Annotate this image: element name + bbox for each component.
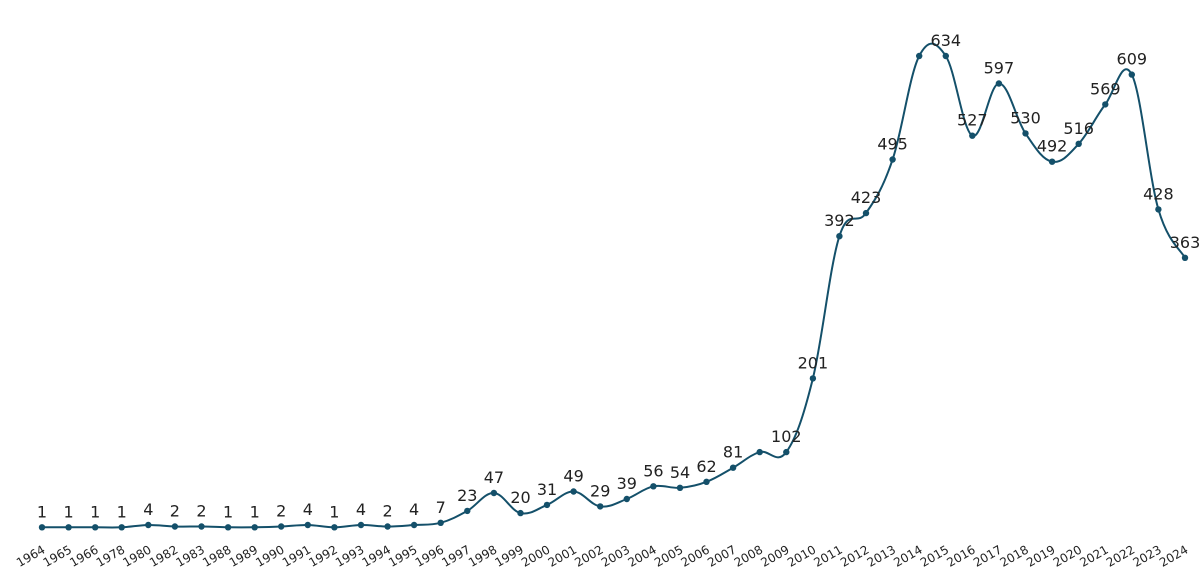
data-label: 2 bbox=[383, 502, 393, 521]
data-label: 201 bbox=[798, 353, 829, 372]
data-point bbox=[1181, 254, 1189, 261]
data-point bbox=[1022, 130, 1029, 137]
data-point bbox=[836, 233, 843, 240]
data-point bbox=[889, 156, 896, 163]
data-label: 392 bbox=[824, 211, 855, 230]
data-point bbox=[384, 523, 391, 530]
data-label: 4 bbox=[356, 500, 366, 519]
data-point bbox=[224, 524, 232, 531]
data-point bbox=[65, 524, 72, 531]
data-point bbox=[916, 52, 923, 60]
data-label: 23 bbox=[457, 486, 477, 505]
data-label: 423 bbox=[851, 188, 882, 207]
data-label: 363 bbox=[1170, 233, 1200, 252]
data-label: 2 bbox=[170, 502, 180, 521]
data-point bbox=[278, 523, 285, 530]
data-label: 428 bbox=[1143, 184, 1174, 203]
data-point bbox=[1075, 140, 1082, 147]
x-axis-tick-labels: 1964196519661978198019821983198819891990… bbox=[14, 542, 1190, 569]
data-point bbox=[1128, 71, 1136, 78]
data-label: 609 bbox=[1117, 50, 1148, 69]
data-point bbox=[570, 488, 577, 495]
data-point bbox=[38, 524, 46, 531]
data-point bbox=[729, 464, 737, 471]
data-point bbox=[464, 507, 471, 515]
data-label: 1 bbox=[37, 502, 47, 521]
data-label: 1 bbox=[329, 502, 339, 521]
data-label: 2 bbox=[276, 502, 286, 521]
data-point bbox=[410, 521, 418, 529]
data-point bbox=[676, 484, 684, 491]
data-point bbox=[118, 524, 125, 531]
data-point bbox=[650, 483, 657, 490]
data-label: 2 bbox=[196, 502, 206, 521]
data-label: 1 bbox=[223, 502, 233, 521]
data-label: 20 bbox=[510, 488, 530, 507]
data-label: 81 bbox=[723, 443, 743, 462]
data-point bbox=[517, 509, 524, 517]
data-label: 56 bbox=[643, 461, 663, 480]
data-point bbox=[198, 523, 205, 530]
data-label: 495 bbox=[877, 135, 908, 154]
data-label: 4 bbox=[143, 500, 153, 519]
data-label: 634 bbox=[931, 31, 962, 50]
data-points bbox=[38, 52, 1189, 531]
data-label: 4 bbox=[409, 500, 419, 519]
data-point bbox=[623, 495, 630, 503]
data-point bbox=[437, 519, 444, 526]
data-point bbox=[304, 521, 311, 529]
data-point bbox=[171, 523, 179, 530]
data-point bbox=[783, 448, 790, 456]
data-point bbox=[490, 489, 498, 497]
data-label: 492 bbox=[1037, 137, 1068, 156]
data-point bbox=[809, 375, 817, 382]
data-point bbox=[995, 80, 1003, 87]
data-label: 39 bbox=[617, 474, 637, 493]
data-label: 54 bbox=[670, 463, 690, 482]
data-label: 62 bbox=[696, 457, 716, 476]
data-label: 1 bbox=[117, 502, 127, 521]
data-label: 47 bbox=[484, 468, 504, 487]
data-label: 527 bbox=[957, 111, 988, 130]
data-point bbox=[251, 524, 258, 531]
data-point bbox=[145, 521, 152, 529]
data-point bbox=[597, 503, 604, 510]
data-label: 516 bbox=[1063, 119, 1094, 138]
data-point bbox=[1102, 101, 1109, 108]
data-label: 102 bbox=[771, 427, 802, 446]
data-label: 1 bbox=[250, 502, 260, 521]
data-point bbox=[703, 478, 710, 485]
data-point bbox=[331, 524, 338, 531]
x-tick-label: 2024 bbox=[1157, 542, 1190, 569]
data-point bbox=[543, 501, 551, 509]
data-label: 31 bbox=[537, 480, 557, 499]
data-point bbox=[92, 524, 99, 531]
data-label: 1 bbox=[64, 502, 74, 521]
data-label: 597 bbox=[984, 59, 1015, 78]
data-point bbox=[756, 448, 763, 456]
data-label: 569 bbox=[1090, 79, 1121, 98]
data-label: 49 bbox=[563, 467, 583, 486]
data-point bbox=[862, 209, 870, 217]
data-label: 4 bbox=[303, 500, 313, 519]
data-point bbox=[1048, 158, 1056, 165]
data-label: 530 bbox=[1010, 108, 1041, 127]
data-label: 1 bbox=[90, 502, 100, 521]
data-point bbox=[942, 52, 949, 60]
data-point bbox=[1155, 206, 1162, 213]
data-point bbox=[357, 521, 365, 529]
data-label: 29 bbox=[590, 481, 610, 500]
data-label: 7 bbox=[436, 498, 446, 517]
data-point bbox=[969, 132, 976, 139]
